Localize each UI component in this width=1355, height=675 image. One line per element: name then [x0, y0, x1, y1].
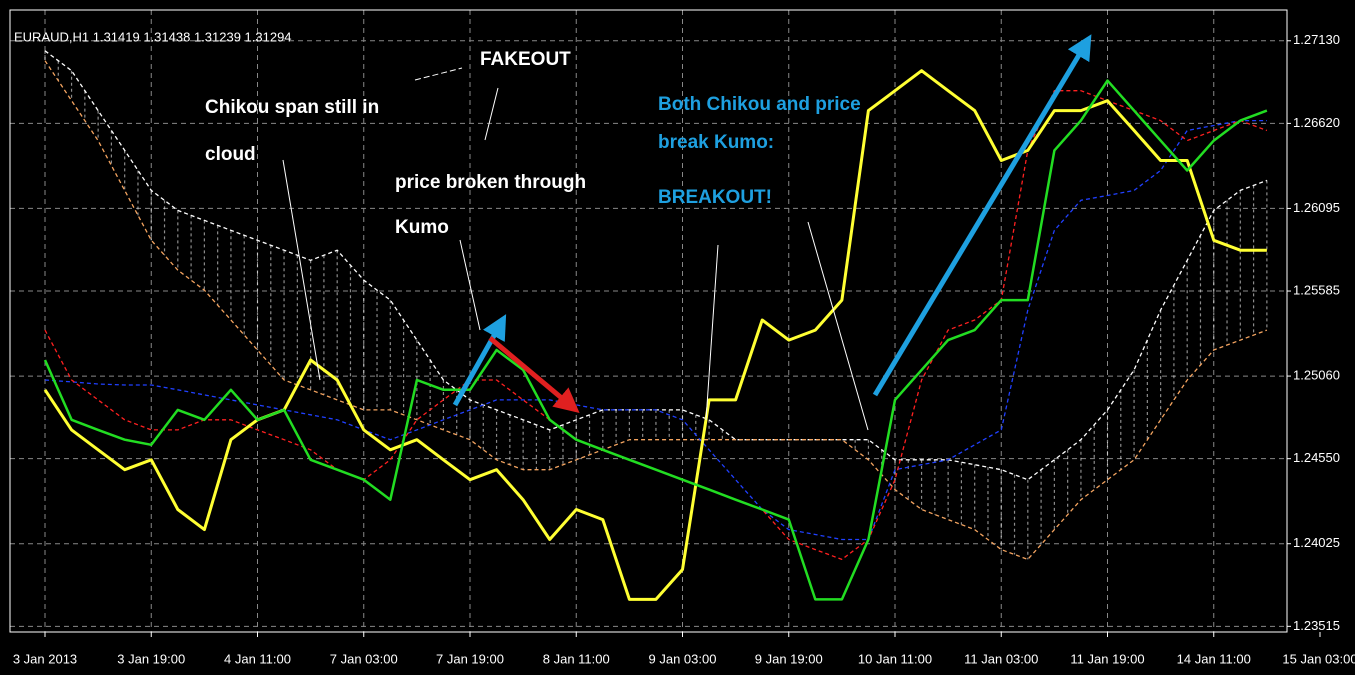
plot-border — [9, 9, 1288, 633]
pointer — [282, 159, 321, 381]
x-tick-label: 9 Jan 19:00 — [755, 651, 823, 666]
y-tick-label: 1.26095 — [1293, 200, 1340, 215]
pointer — [807, 221, 869, 431]
x-tick-label: 8 Jan 11:00 — [543, 651, 610, 666]
series-line — [44, 119, 1267, 541]
x-tick-label: 14 Jan 11:00 — [1177, 651, 1251, 666]
y-tick-label: 1.25585 — [1293, 282, 1340, 297]
annotation: Kumo — [395, 217, 449, 238]
x-tick-label: 15 Jan 03:00 — [1282, 651, 1355, 666]
y-tick-label: 1.26620 — [1293, 115, 1340, 130]
x-tick-label: 9 Jan 03:00 — [649, 651, 717, 666]
y-tick-label: 1.25060 — [1293, 368, 1340, 383]
arrows — [452, 34, 1092, 414]
annotation: break Kumo: — [658, 132, 774, 153]
y-tick-label: 1.24550 — [1293, 450, 1340, 465]
x-tick-label: 3 Jan 2013 — [13, 651, 77, 666]
annotation: cloud — [205, 144, 256, 165]
plot-area — [43, 50, 1268, 601]
y-tick-label: 1.23515 — [1293, 618, 1340, 633]
chart-title: EURAUD,H1 1.31419 1.31438 1.31239 1.3129… — [14, 29, 292, 44]
x-tick-label: 7 Jan 19:00 — [436, 651, 504, 666]
x-tick-label: 11 Jan 03:00 — [964, 651, 1038, 666]
pointer — [705, 244, 719, 421]
series-line — [43, 79, 1268, 601]
series-line — [43, 69, 1267, 601]
annotation: FAKEOUT — [480, 49, 571, 70]
arrow — [872, 34, 1092, 397]
annotation: price broken through — [395, 172, 586, 193]
annotation: BREAKOUT! — [658, 187, 772, 208]
x-tick-label: 7 Jan 03:00 — [330, 651, 398, 666]
x-tick-label: 4 Jan 11:00 — [224, 651, 291, 666]
annotation: Chikou span still in — [205, 97, 379, 118]
annotation-lines — [282, 67, 869, 431]
x-tick-label: 3 Jan 19:00 — [117, 651, 185, 666]
y-tick-label: 1.24025 — [1293, 535, 1340, 550]
pointer — [414, 67, 463, 81]
series-line — [44, 60, 1268, 561]
pointer — [459, 239, 481, 331]
arrow — [488, 336, 580, 414]
pointer — [484, 87, 499, 141]
x-tick-label: 11 Jan 19:00 — [1070, 651, 1144, 666]
annotation: Both Chikou and price — [658, 94, 861, 115]
x-tick-label: 10 Jan 11:00 — [858, 651, 932, 666]
y-tick-label: 1.27130 — [1293, 32, 1340, 47]
